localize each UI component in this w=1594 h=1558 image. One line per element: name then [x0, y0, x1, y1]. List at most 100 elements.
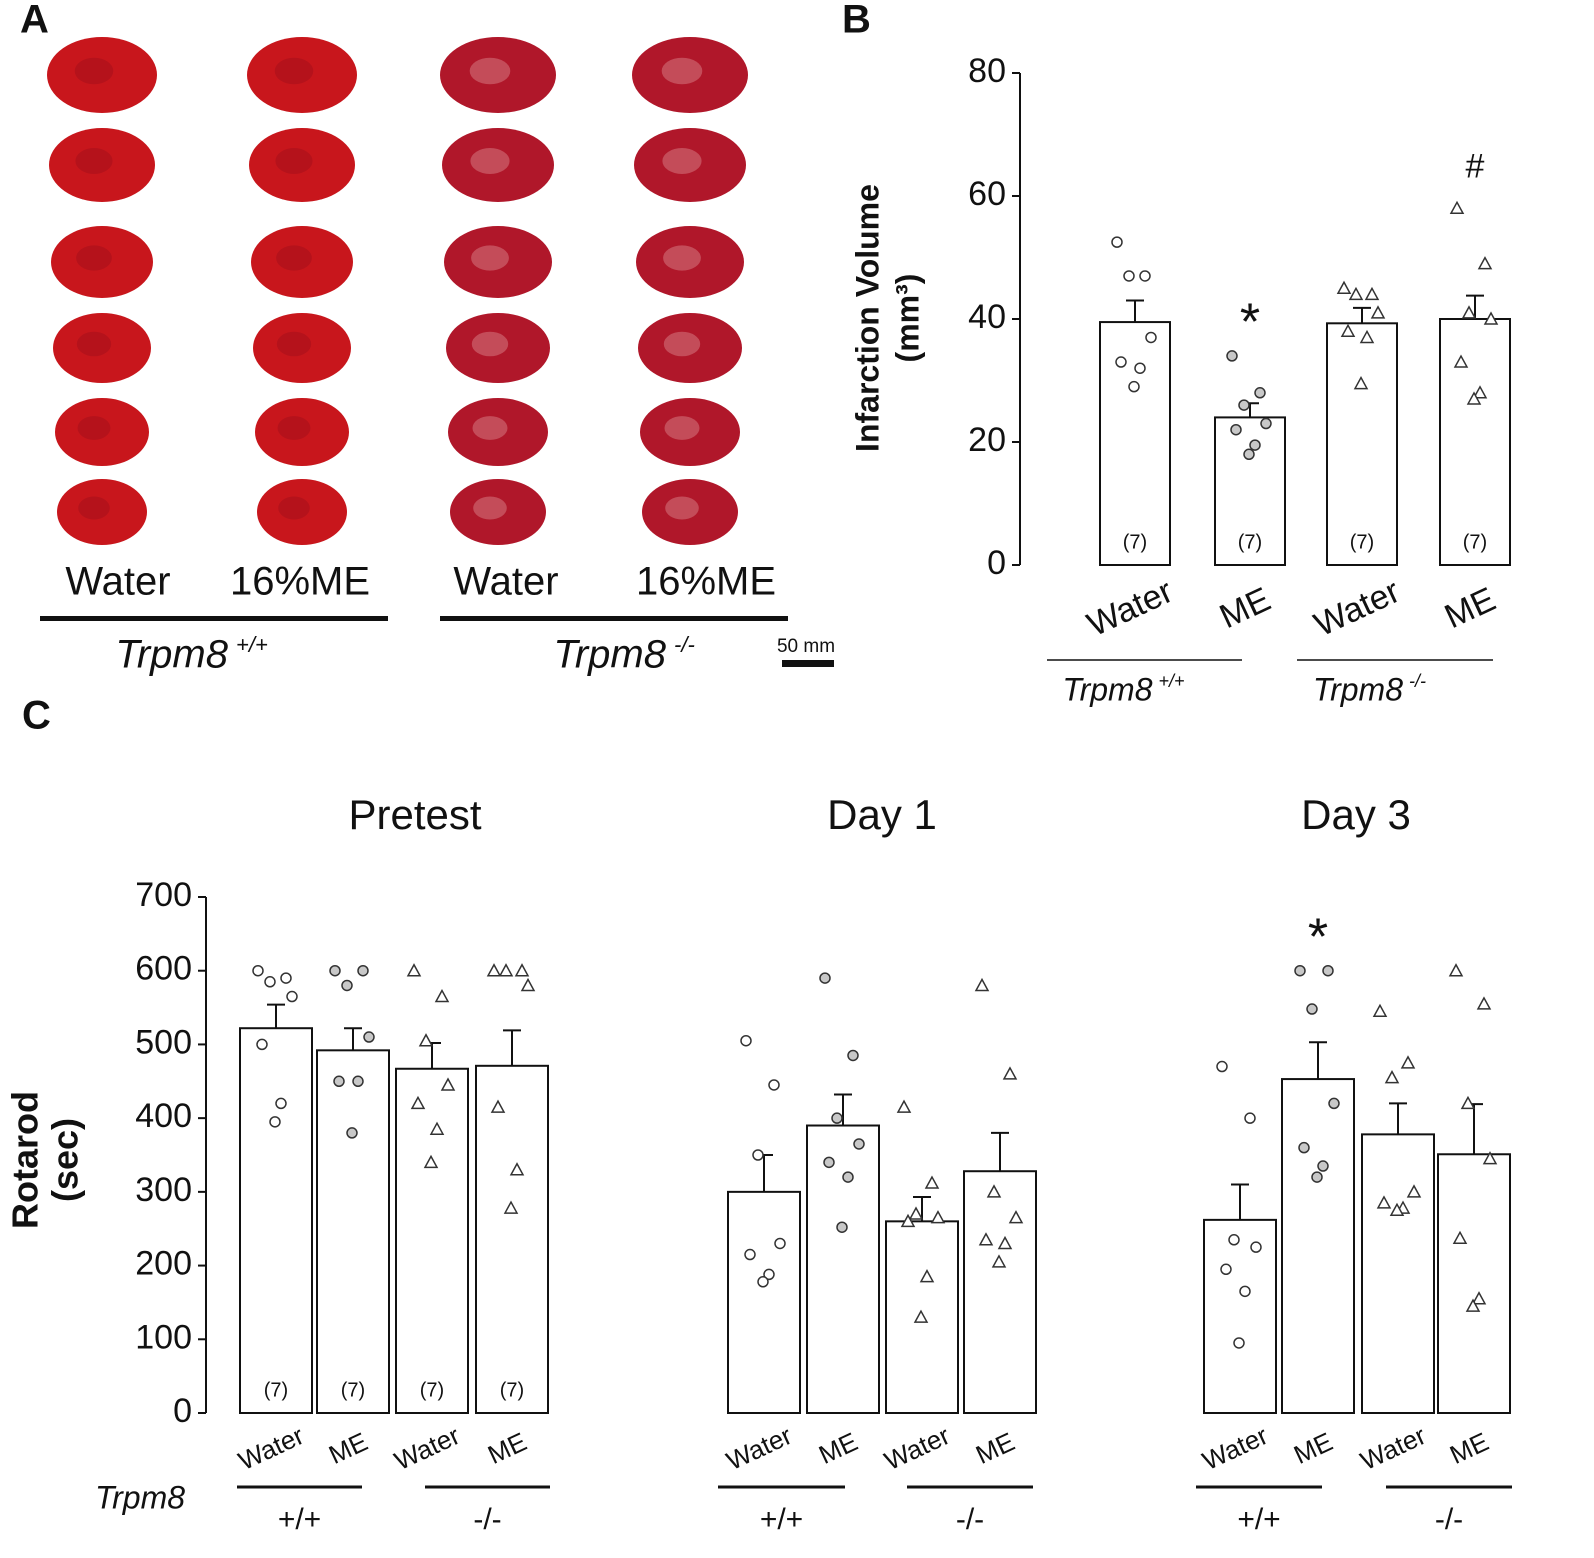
genotype-name: Trpm8 — [115, 633, 228, 677]
data-point — [440, 1077, 456, 1091]
panel-label: A — [20, 0, 49, 42]
bar — [1439, 318, 1511, 566]
data-point — [418, 1033, 434, 1047]
data-point — [1134, 362, 1146, 374]
y-axis-unit: (sec) — [45, 1118, 86, 1202]
data-point — [763, 1268, 775, 1281]
y-tick-label: 600 — [135, 950, 192, 988]
data-point — [991, 1254, 1007, 1268]
group-label: +/+ — [278, 1503, 321, 1536]
data-point — [503, 1200, 519, 1214]
group-name: Trpm8 — [95, 1479, 185, 1515]
slice-detail — [76, 331, 112, 357]
annotation: # — [1466, 147, 1485, 185]
group-label: -/- — [1409, 671, 1426, 691]
n-label: (7) — [500, 1379, 524, 1401]
bar — [1214, 416, 1286, 566]
data-point — [520, 977, 536, 992]
annotation: * — [1240, 294, 1260, 352]
slice-detail — [470, 148, 510, 174]
data-point — [924, 1175, 940, 1189]
y-tick-label: 500 — [135, 1023, 192, 1061]
slice-detail — [661, 57, 703, 85]
group-line — [40, 616, 388, 621]
y-axis-label: Infarction Volume — [849, 184, 885, 452]
genotype-name: Trpm8 — [553, 633, 666, 677]
n-label: (7) — [1463, 531, 1487, 553]
data-point — [997, 1235, 1013, 1250]
data-point — [1372, 1003, 1388, 1018]
group-label: +/+ — [1159, 671, 1185, 691]
data-point — [1123, 270, 1135, 282]
slice-detail — [471, 331, 509, 357]
bar — [239, 1027, 313, 1414]
x-tick-label: ME — [483, 1426, 531, 1470]
data-point — [514, 963, 530, 977]
data-point — [341, 979, 353, 992]
data-point — [1111, 236, 1123, 248]
data-point — [1400, 1055, 1416, 1069]
genotype: +/+ — [236, 632, 268, 657]
y-tick-label: 200 — [135, 1245, 192, 1283]
data-point — [1340, 323, 1356, 338]
y-tick-label: 60 — [968, 175, 1006, 213]
data-point — [1348, 286, 1364, 301]
data-point — [1260, 417, 1272, 430]
data-point — [1370, 305, 1386, 319]
data-point — [1453, 354, 1469, 368]
slice-detail — [472, 416, 508, 440]
chart-title: Pretest — [348, 791, 481, 838]
data-point — [1322, 964, 1334, 977]
data-point — [986, 1184, 1002, 1198]
chart-title: Day 1 — [827, 791, 937, 838]
data-point — [1452, 1230, 1468, 1245]
data-point — [1384, 1070, 1400, 1084]
n-label: (7) — [1123, 531, 1147, 553]
data-point — [1139, 270, 1151, 282]
slice-detail — [277, 416, 311, 440]
data-point — [1145, 331, 1157, 344]
y-tick-label: 20 — [968, 421, 1006, 459]
x-tick-label: Water — [1198, 1420, 1273, 1476]
data-point — [757, 1276, 769, 1288]
data-point — [1465, 1298, 1481, 1312]
slice-detail — [76, 245, 112, 271]
data-point — [269, 1116, 281, 1128]
data-point — [423, 1154, 439, 1169]
data-point — [1249, 439, 1261, 451]
data-point — [486, 963, 502, 977]
x-tick-label: Water — [1356, 1420, 1431, 1476]
slice-detail — [276, 331, 312, 357]
column-label: Water — [453, 560, 558, 604]
data-point — [280, 972, 292, 984]
slice-detail — [276, 245, 312, 271]
x-tick-label: Water — [1309, 572, 1406, 644]
data-point — [1471, 1291, 1487, 1305]
data-point — [1466, 391, 1482, 405]
data-point — [1226, 350, 1238, 362]
data-point — [1008, 1210, 1024, 1224]
data-point — [930, 1210, 946, 1224]
group-label: -/- — [956, 1503, 984, 1536]
slice-detail — [77, 416, 111, 440]
data-point — [1238, 399, 1250, 411]
slice-detail — [278, 496, 310, 520]
data-point — [329, 964, 341, 977]
n-label: (7) — [264, 1379, 288, 1401]
group-label: -/- — [1435, 1503, 1463, 1536]
data-point — [429, 1121, 445, 1135]
data-point — [831, 1112, 843, 1124]
bar — [395, 1067, 469, 1414]
data-point — [1220, 1263, 1232, 1276]
bar — [316, 1049, 390, 1414]
y-tick-label: 80 — [968, 52, 1006, 90]
data-point — [744, 1248, 756, 1261]
slice-detail — [665, 496, 699, 520]
data-point — [847, 1049, 859, 1062]
slice-detail — [275, 148, 313, 174]
group-line — [440, 616, 788, 621]
data-point — [896, 1099, 912, 1113]
data-point — [252, 964, 264, 977]
x-tick-label: Water — [390, 1420, 465, 1476]
scale-bar — [782, 660, 834, 667]
